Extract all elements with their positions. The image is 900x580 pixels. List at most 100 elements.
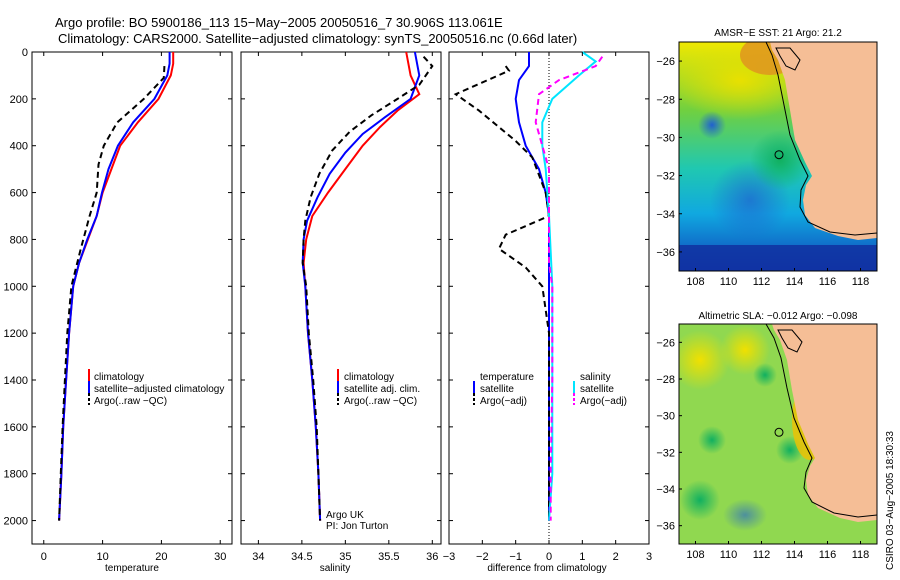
sla-high-patch-2	[720, 325, 770, 375]
map-y-tick-label: −30	[656, 132, 675, 144]
annotation-pi: PI: Jon Turton	[326, 521, 388, 532]
sst-coastline	[765, 42, 877, 236]
sst-y-ticks: −26 −28 −30 −32 −34 −36	[656, 56, 682, 259]
diff-legend-sal-sat: satellite	[580, 384, 614, 395]
map-x-tick-label: 112	[753, 549, 771, 561]
map-x-tick-label: 114	[786, 549, 804, 561]
sla-low-eddy-4	[680, 480, 720, 520]
sla-low-eddy-3	[723, 499, 767, 531]
depth-tick-label: 1000	[4, 281, 28, 293]
sla-low-eddy-2	[698, 426, 726, 454]
map-y-tick-label: −26	[656, 56, 675, 68]
diff-legend-temp-argo: Argo(−adj)	[480, 396, 527, 407]
temperature-legend: climatology satellite−adjusted climatolo…	[88, 369, 224, 407]
sla-field	[679, 324, 877, 544]
x-tick-label: 36	[426, 551, 438, 563]
map-y-tick-label: −28	[656, 374, 675, 386]
legend-argo: Argo(..raw −QC)	[94, 396, 167, 407]
salinity-panel: 34 34.5 35 35.5 36 salinity climatology sate…	[240, 51, 442, 574]
map-x-tick-label: 108	[686, 276, 704, 288]
map-x-tick-label: 114	[786, 276, 804, 288]
map-x-tick-label: 118	[852, 549, 870, 561]
sla-shark-bay	[777, 329, 803, 353]
difference-xlabel: difference from climatology	[487, 563, 606, 574]
salinity-axes	[240, 51, 442, 545]
diff-legend-temp-heading: temperature	[480, 372, 534, 383]
salinity-x-ticks: 34 34.5 35 35.5 36	[252, 52, 438, 563]
sst-green-patch	[750, 130, 810, 190]
sla-coastline	[765, 324, 877, 518]
x-tick-label: 30	[214, 551, 226, 563]
sal-legend-argo: Argo(..raw −QC)	[344, 396, 417, 407]
temperature-lines	[58, 52, 175, 521]
x-tick-label: 1	[579, 551, 585, 563]
sst-cold-south	[679, 245, 877, 271]
salinity-legend: climatology satellite adj. clim. Argo(..…	[337, 369, 420, 407]
sla-map: Altimetric SLA: −0.012 Argo: −0.098 108 1…	[656, 311, 878, 561]
x-tick-label: 35	[339, 551, 351, 563]
map-y-tick-label: −30	[656, 411, 675, 423]
x-tick-label: 3	[646, 551, 652, 563]
salinity-lines	[301, 51, 434, 521]
x-tick-label: 34	[252, 551, 264, 563]
legend-satellite: satellite−adjusted climatology	[94, 384, 224, 395]
depth-tick-label: 2000	[4, 516, 28, 528]
header-line2: Climatology: CARS2000. Satellite−adjuste…	[58, 31, 577, 46]
difference-series-salinity-argo	[534, 56, 604, 521]
footer-stamp: CSIRO 03−Aug−2005 18:30:33	[885, 431, 896, 570]
depth-tick-label: 400	[10, 141, 28, 153]
x-tick-label: 35.5	[378, 551, 399, 563]
sla-argo-position-marker	[774, 427, 784, 437]
map-x-tick-label: 110	[720, 276, 738, 288]
sla-land	[772, 324, 877, 522]
sst-shark-bay	[775, 47, 801, 71]
salinity-series-argo	[301, 56, 434, 521]
map-y-tick-label: −36	[656, 247, 675, 259]
map-y-tick-label: −32	[656, 447, 675, 459]
map-x-tick-label: 116	[819, 549, 837, 561]
sla-high-patch-1	[679, 330, 730, 390]
salinity-xlabel: salinity	[320, 563, 351, 574]
depth-tick-label: 600	[10, 188, 28, 200]
difference-panel: −3 −2 −1 0 1 2 3 difference from climatology t…	[443, 51, 652, 574]
map-y-tick-label: −28	[656, 94, 675, 106]
difference-series-temperature-satellite	[514, 52, 550, 521]
x-tick-label: 20	[155, 551, 167, 563]
x-tick-label: 2	[613, 551, 619, 563]
map-x-tick-label: 110	[720, 549, 738, 561]
depth-tick-label: 200	[10, 94, 28, 106]
map-y-tick-label: −34	[656, 484, 675, 496]
difference-x-ticks: −3 −2 −1 0 1 2 3	[443, 52, 652, 563]
temperature-xlabel: temperature	[105, 563, 159, 574]
map-y-tick-label: −26	[656, 337, 675, 349]
depth-tick-label: 1200	[4, 328, 28, 340]
annotation-argo-uk: Argo UK	[326, 510, 364, 521]
salinity-series-satellite	[301, 51, 421, 521]
sla-map-frame	[678, 323, 878, 545]
sst-argo-position-marker	[774, 150, 784, 160]
sal-legend-satellite: satellite adj. clim.	[344, 384, 420, 395]
map-x-tick-label: 116	[819, 276, 837, 288]
sst-land	[770, 42, 877, 240]
sst-field	[679, 42, 877, 271]
sla-map-title: Altimetric SLA: −0.012 Argo: −0.098	[699, 311, 858, 322]
map-x-tick-label: 108	[686, 549, 704, 561]
x-tick-label: 0	[546, 551, 552, 563]
x-tick-label: 0	[41, 551, 47, 563]
temperature-series-argo	[58, 66, 166, 521]
header-line1: Argo profile: BO 5900186_113 15−May−2005…	[55, 15, 503, 30]
diff-legend-temp-sat: satellite	[480, 384, 514, 395]
x-tick-label: −2	[476, 551, 489, 563]
sla-y-ticks: −26 −28 −30 −32 −34 −36	[656, 337, 682, 533]
map-x-tick-label: 112	[753, 276, 771, 288]
temperature-x-ticks: 0 10 20 30	[41, 52, 226, 563]
depth-tick-label: 1600	[4, 422, 28, 434]
sal-legend-climatology: climatology	[344, 372, 394, 383]
sst-map-frame	[678, 41, 878, 272]
depth-tick-label: 0	[22, 47, 28, 59]
x-tick-label: −3	[443, 551, 456, 563]
difference-series-temperature-argo	[453, 65, 551, 521]
sst-x-ticks: 108 110 112 114 116 118	[686, 268, 869, 288]
